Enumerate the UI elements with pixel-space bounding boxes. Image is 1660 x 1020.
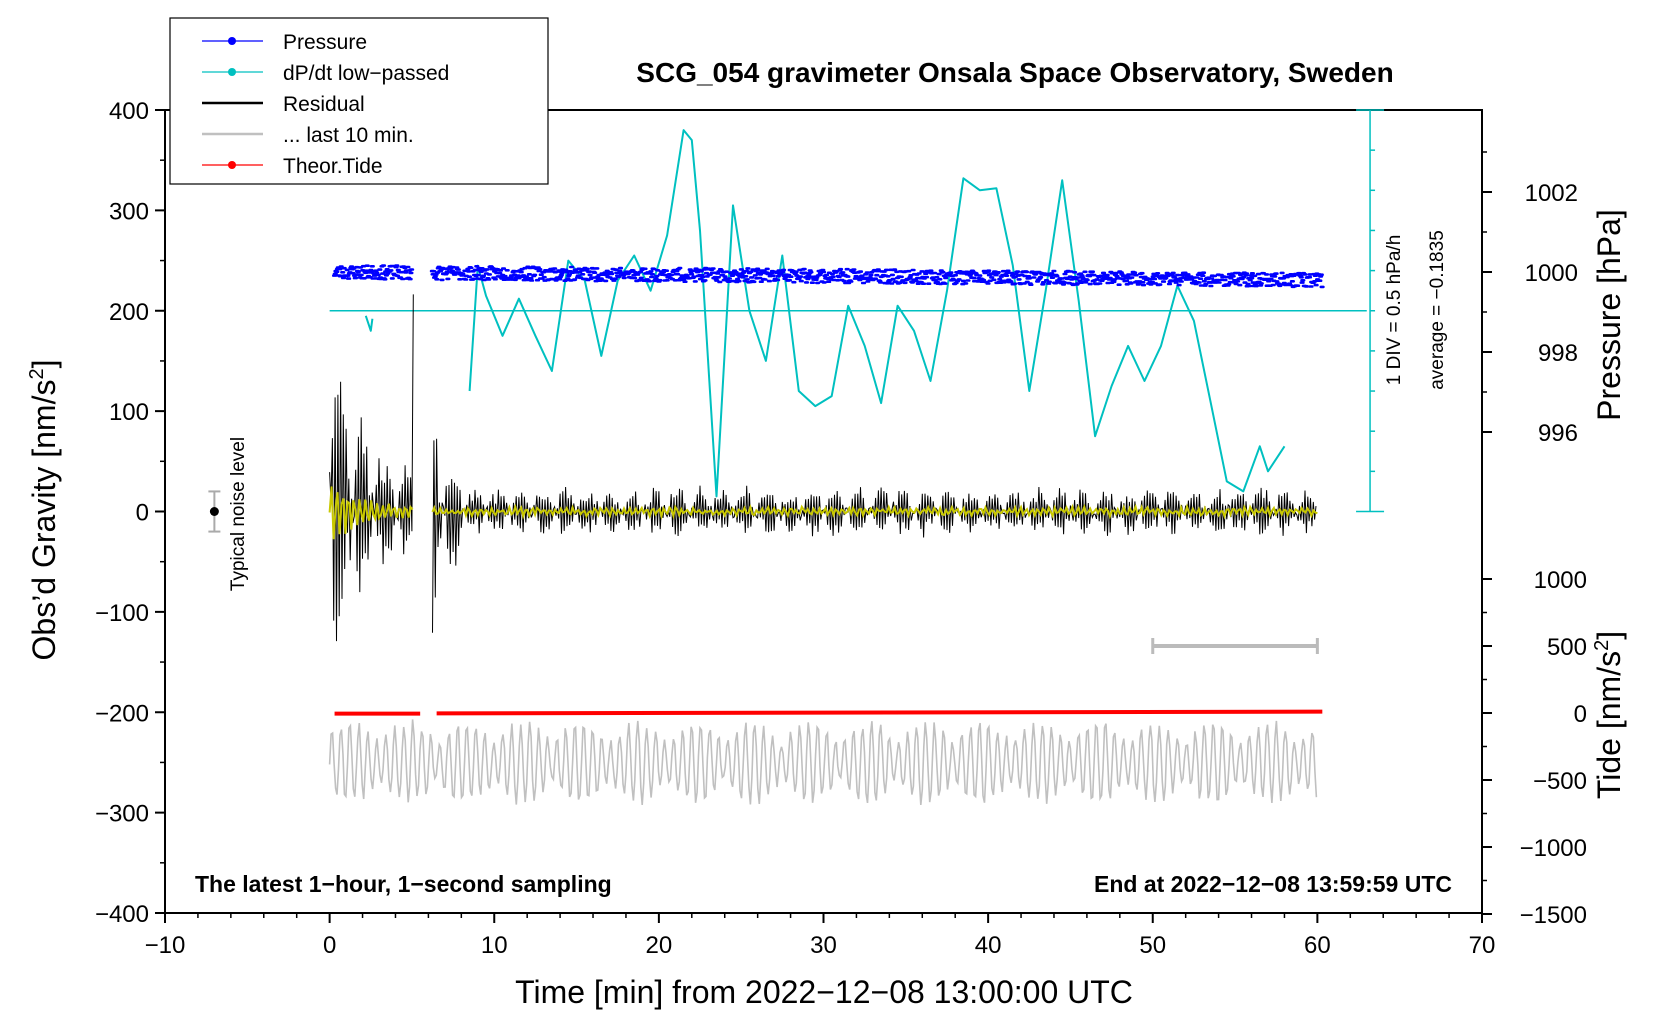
tide-axis-title: Tide [nm/s2] <box>1591 631 1627 799</box>
x-tick-label: 0 <box>323 932 336 959</box>
left-axis-label: Obs’d Gravity [nm/s <box>26 380 62 661</box>
legend-marker <box>228 68 236 76</box>
y-tick-label: 100 <box>109 399 149 426</box>
dpdt-line <box>468 129 1286 498</box>
pressure-dots <box>332 264 1325 289</box>
y-tick-label: −400 <box>95 901 149 928</box>
noise-level-label: Typical noise level <box>228 437 249 591</box>
legend-label: Residual <box>283 93 365 116</box>
last-10-min-line <box>328 719 1318 806</box>
tide-axis-ticks: 1000 500 0 −500 −1000 −1500 <box>1482 567 1587 929</box>
dpdt-line <box>364 315 374 332</box>
tide-axis-label-end: ] <box>1591 631 1627 640</box>
x-tick-label: 60 <box>1304 932 1331 959</box>
x-axis-ticks: −10 0 10 20 30 40 50 60 70 <box>145 913 1496 959</box>
tide-line <box>436 709 1323 716</box>
x-axis-title: Time [min] from 2022−12−08 13:00:00 UTC <box>515 974 1133 1010</box>
residual-line <box>329 294 1317 642</box>
tide-tick-label: 0 <box>1574 701 1587 728</box>
noise-point <box>209 507 219 516</box>
legend-label: Theor.Tide <box>283 155 383 178</box>
pressure-axis-title: Pressure [hPa] <box>1591 209 1627 421</box>
y-tick-label: −200 <box>95 700 149 727</box>
left-axis-ticks: 400 300 200 100 0 −100 −200 −300 −400 <box>95 98 165 928</box>
y-tick-label: −100 <box>95 600 149 627</box>
y-tick-label: 200 <box>109 299 149 326</box>
dpdt-scale-marker <box>1356 109 1385 513</box>
chart-title: SCG_054 gravimeter Onsala Space Observat… <box>636 57 1393 88</box>
pressure-tick-label: 998 <box>1538 340 1578 367</box>
legend-items: Pressure dP/dt low−passed Residual ... last… <box>202 31 449 178</box>
x-tick-label: 20 <box>646 932 673 959</box>
legend-label: dP/dt low−passed <box>283 62 449 85</box>
tide-tick-label: −1000 <box>1520 835 1587 862</box>
tide-tick-label: 500 <box>1547 634 1587 661</box>
x-tick-label: 10 <box>481 932 508 959</box>
tide-axis-label-sup: 2 <box>1591 640 1613 651</box>
legend-label: ... last 10 min. <box>283 124 414 147</box>
left-axis-title: Obs’d Gravity [nm/s2] <box>26 360 62 661</box>
pressure-tick-label: 1002 <box>1525 180 1578 207</box>
legend-label: Pressure <box>283 31 367 54</box>
pressure-tick-label: 996 <box>1538 420 1578 447</box>
legend-marker <box>228 161 236 169</box>
left-axis-label-end: ] <box>26 360 62 369</box>
note-right: End at 2022−12−08 13:59:59 UTC <box>1094 871 1452 897</box>
y-tick-label: −300 <box>95 801 149 828</box>
legend: Pressure dP/dt low−passed Residual ... last… <box>169 17 549 185</box>
dpdt-scale-label: 1 DIV = 0.5 hPa/h <box>1384 235 1405 386</box>
tide-tick-label: 1000 <box>1534 567 1587 594</box>
tide-axis-label: Tide [nm/s <box>1591 651 1627 799</box>
noise-level-marker <box>208 490 221 533</box>
x-tick-label: −10 <box>145 932 186 959</box>
x-tick-label: 40 <box>975 932 1002 959</box>
pressure-tick-label: 1000 <box>1525 260 1578 287</box>
y-tick-label: 400 <box>109 98 149 125</box>
residual-smoothed-line <box>328 486 1318 540</box>
tide-tick-label: −1500 <box>1520 902 1587 929</box>
series-layer <box>328 129 1367 806</box>
x-tick-label: 50 <box>1139 932 1166 959</box>
note-left: The latest 1−hour, 1−second sampling <box>195 871 612 897</box>
y-tick-label: 300 <box>109 198 149 225</box>
tide-tick-label: −500 <box>1533 768 1587 795</box>
y-tick-label: 0 <box>136 500 149 527</box>
legend-box <box>169 17 549 185</box>
pressure-axis-ticks: 1002 1000 998 996 <box>1482 151 1578 447</box>
x-tick-label: 70 <box>1469 932 1496 959</box>
legend-marker <box>228 37 236 45</box>
last-10-min-bar <box>1151 638 1319 654</box>
left-axis-label-sup: 2 <box>26 368 48 379</box>
x-tick-label: 30 <box>810 932 837 959</box>
dpdt-average-label: average = −0.1835 <box>1427 230 1448 390</box>
